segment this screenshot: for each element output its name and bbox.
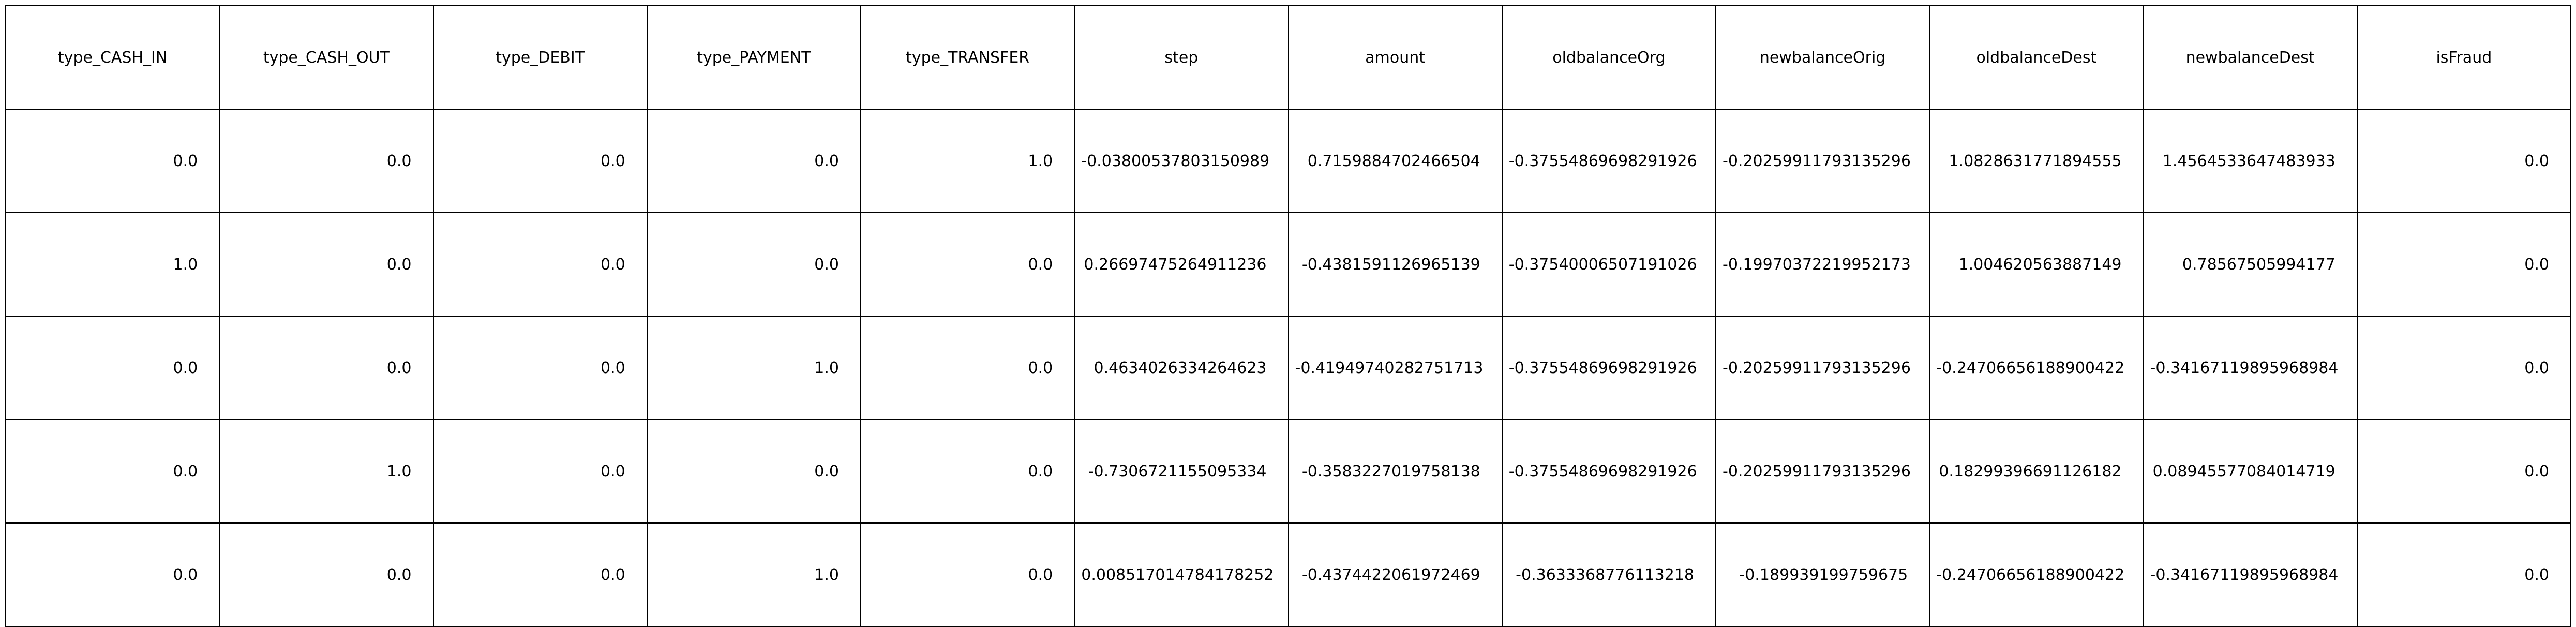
table-cell: -0.37554869698291926 xyxy=(1501,109,1717,213)
table-cell: 0.0 xyxy=(2356,316,2572,420)
column-header-newbalance-dest: newbalanceDest xyxy=(2143,5,2358,110)
table-cell: -0.4381591126965139 xyxy=(1287,212,1503,317)
table-cell: 0.0 xyxy=(219,109,434,213)
table-cell: 0.0 xyxy=(860,316,1075,420)
table-cell: -0.189939199759675 xyxy=(1715,522,1930,627)
table-cell: 0.0 xyxy=(432,522,648,627)
column-header-type-transfer: type_TRANSFER xyxy=(860,5,1075,110)
table-cell: 1.0 xyxy=(219,419,434,524)
table-cell: 0.0 xyxy=(219,522,434,627)
column-header-oldbalance-dest: oldbalanceDest xyxy=(1929,5,2144,110)
table-row: 0.0 1.0 0.0 0.0 0.0 -0.7306721155095334 … xyxy=(5,419,2572,524)
table-cell: -0.24706656188900422 xyxy=(1929,522,2144,627)
table-cell: 0.0 xyxy=(5,522,220,627)
table-cell: 0.0 xyxy=(219,212,434,317)
table-cell: -0.34167119895968984 xyxy=(2143,316,2358,420)
data-table: type_CASH_IN type_CASH_OUT type_DEBIT ty… xyxy=(5,5,2572,627)
table-cell: 0.0 xyxy=(432,419,648,524)
table-cell: -0.20259911793135296 xyxy=(1715,316,1930,420)
column-header-newbalance-orig: newbalanceOrig xyxy=(1715,5,1930,110)
table-cell: -0.19970372219952173 xyxy=(1715,212,1930,317)
table-cell: 0.008517014784178252 xyxy=(1074,522,1289,627)
table-cell: 1.0828631771894555 xyxy=(1929,109,2144,213)
table-cell: 0.0 xyxy=(860,522,1075,627)
table-cell: -0.7306721155095334 xyxy=(1074,419,1289,524)
table-cell: 1.004620563887149 xyxy=(1929,212,2144,317)
table-cell: 1.0 xyxy=(646,316,862,420)
table-row: 0.0 0.0 0.0 1.0 0.0 0.4634026334264623 -… xyxy=(5,316,2572,420)
table-cell: -0.37540006507191026 xyxy=(1501,212,1717,317)
table-cell: 0.0 xyxy=(2356,522,2572,627)
table-cell: -0.41949740282751713 xyxy=(1287,316,1503,420)
table-cell: 0.0 xyxy=(432,109,648,213)
column-header-is-fraud: isFraud xyxy=(2356,5,2572,110)
table-cell: 0.0 xyxy=(646,419,862,524)
table-cell: -0.37554869698291926 xyxy=(1501,316,1717,420)
table-cell: 0.0 xyxy=(2356,212,2572,317)
table-cell: -0.3633368776113218 xyxy=(1501,522,1717,627)
column-header-type-cash-in: type_CASH_IN xyxy=(5,5,220,110)
table-cell: 0.78567505994177 xyxy=(2143,212,2358,317)
table-cell: 0.0 xyxy=(5,109,220,213)
table-cell: 0.0 xyxy=(2356,109,2572,213)
table-row: 0.0 0.0 0.0 1.0 0.0 0.008517014784178252… xyxy=(5,522,2572,627)
table-cell: 0.0 xyxy=(646,212,862,317)
header-row: type_CASH_IN type_CASH_OUT type_DEBIT ty… xyxy=(5,5,2572,110)
table-body: 0.0 0.0 0.0 0.0 1.0 -0.03800537803150989… xyxy=(5,109,2572,627)
table-row: 1.0 0.0 0.0 0.0 0.0 0.26697475264911236 … xyxy=(5,212,2572,317)
table-header: type_CASH_IN type_CASH_OUT type_DEBIT ty… xyxy=(5,5,2572,110)
table-cell: -0.4374422061972469 xyxy=(1287,522,1503,627)
column-header-type-payment: type_PAYMENT xyxy=(646,5,862,110)
table-cell: 0.26697475264911236 xyxy=(1074,212,1289,317)
table-cell: -0.37554869698291926 xyxy=(1501,419,1717,524)
column-header-oldbalance-org: oldbalanceOrg xyxy=(1501,5,1717,110)
table-cell: 0.0 xyxy=(5,419,220,524)
table-cell: 0.0 xyxy=(432,212,648,317)
table-cell: -0.20259911793135296 xyxy=(1715,419,1930,524)
table-row: 0.0 0.0 0.0 0.0 1.0 -0.03800537803150989… xyxy=(5,109,2572,213)
column-header-type-cash-out: type_CASH_OUT xyxy=(219,5,434,110)
table-cell: 0.08945577084014719 xyxy=(2143,419,2358,524)
table-cell: 1.0 xyxy=(646,522,862,627)
column-header-amount: amount xyxy=(1287,5,1503,110)
table-cell: 0.0 xyxy=(860,419,1075,524)
data-table-container: type_CASH_IN type_CASH_OUT type_DEBIT ty… xyxy=(5,5,2572,627)
table-cell: 0.0 xyxy=(860,212,1075,317)
table-cell: 0.4634026334264623 xyxy=(1074,316,1289,420)
table-cell: -0.34167119895968984 xyxy=(2143,522,2358,627)
table-cell: 0.0 xyxy=(2356,419,2572,524)
table-cell: -0.3583227019758138 xyxy=(1287,419,1503,524)
table-cell: 0.0 xyxy=(646,109,862,213)
table-cell: 0.7159884702466504 xyxy=(1287,109,1503,213)
table-cell: -0.20259911793135296 xyxy=(1715,109,1930,213)
table-cell: 0.18299396691126182 xyxy=(1929,419,2144,524)
column-header-type-debit: type_DEBIT xyxy=(432,5,648,110)
table-cell: -0.24706656188900422 xyxy=(1929,316,2144,420)
table-cell: 0.0 xyxy=(219,316,434,420)
table-cell: 1.0 xyxy=(860,109,1075,213)
table-cell: 0.0 xyxy=(432,316,648,420)
table-cell: -0.03800537803150989 xyxy=(1074,109,1289,213)
column-header-step: step xyxy=(1074,5,1289,110)
table-cell: 1.4564533647483933 xyxy=(2143,109,2358,213)
table-cell: 1.0 xyxy=(5,212,220,317)
table-cell: 0.0 xyxy=(5,316,220,420)
